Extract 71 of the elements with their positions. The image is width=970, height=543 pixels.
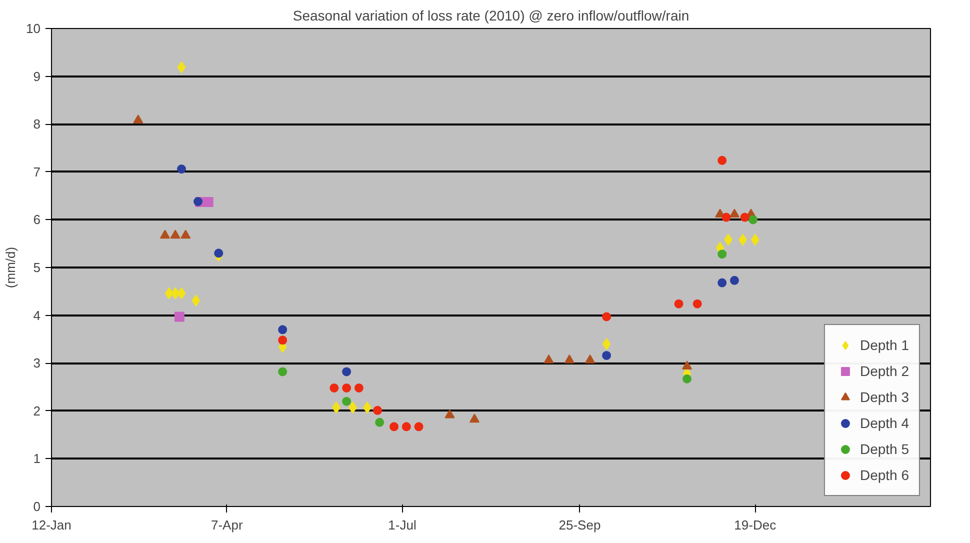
- x-tick-label: 12-Jan: [32, 518, 72, 532]
- point: [740, 212, 750, 222]
- legend-label: Depth 2: [860, 363, 909, 379]
- point: [722, 212, 731, 222]
- point: [375, 418, 384, 427]
- y-tick-label: 3: [33, 356, 41, 371]
- legend-label: Depth 4: [860, 415, 909, 431]
- point: [278, 325, 288, 334]
- point: [730, 276, 739, 285]
- y-tick-label: 8: [33, 116, 41, 132]
- x-tick-label: 7-Apr: [210, 518, 244, 532]
- x-tick-label: 19-Dec: [734, 518, 777, 532]
- point: [330, 383, 339, 392]
- y-tick-label: 9: [33, 68, 41, 84]
- y-tick-label: 10: [26, 21, 41, 36]
- y-tick-label: 7: [33, 164, 41, 180]
- point: [602, 312, 612, 322]
- point: [585, 354, 596, 364]
- point: [682, 360, 692, 370]
- point: [402, 422, 411, 432]
- point: [170, 230, 180, 239]
- point: [203, 197, 214, 208]
- point: [469, 414, 480, 423]
- point: [602, 338, 611, 350]
- point: [176, 164, 186, 174]
- point: [342, 383, 352, 392]
- chart-title: Seasonal variation of loss rate (2010) @ zero inflow/outflow/rain: [292, 8, 690, 24]
- y-tick-label: 0: [33, 499, 41, 514]
- point: [444, 410, 455, 418]
- point: [544, 354, 554, 364]
- x-tick-label: 25-Sep: [558, 518, 601, 532]
- point: [602, 350, 612, 360]
- legend-label: Depth 1: [860, 337, 909, 353]
- point: [278, 367, 288, 376]
- point: [682, 374, 692, 384]
- y-tick-label: 2: [33, 403, 41, 418]
- point: [177, 287, 186, 300]
- point: [718, 250, 727, 259]
- point: [692, 299, 702, 308]
- point: [748, 215, 758, 224]
- legend-label: Depth 3: [860, 389, 909, 405]
- point: [177, 61, 186, 74]
- point: [214, 248, 224, 258]
- point: [194, 197, 202, 206]
- legend-label: Depth 5: [860, 441, 909, 457]
- y-axis-title: (mm/d): [3, 246, 18, 288]
- y-tick-label: 6: [33, 212, 41, 228]
- y-tick-label: 1: [33, 451, 41, 466]
- point: [354, 383, 364, 392]
- point: [373, 406, 382, 415]
- point: [390, 422, 399, 432]
- point: [278, 336, 288, 345]
- y-tick-label: 4: [33, 308, 41, 323]
- y-tick-label: 5: [33, 260, 41, 275]
- point: [180, 230, 191, 239]
- point: [133, 114, 144, 124]
- point: [164, 287, 174, 300]
- point: [342, 367, 352, 376]
- point: [342, 396, 352, 406]
- point: [718, 278, 727, 288]
- point: [192, 294, 200, 306]
- point: [174, 312, 184, 322]
- point: [674, 299, 684, 308]
- point: [414, 422, 424, 432]
- point: [729, 208, 740, 218]
- point: [718, 156, 727, 165]
- x-tick-label: 1-Jul: [388, 518, 416, 532]
- point: [564, 354, 574, 364]
- point: [160, 230, 170, 239]
- point: [750, 234, 760, 246]
- legend-label: Depth 6: [860, 467, 909, 483]
